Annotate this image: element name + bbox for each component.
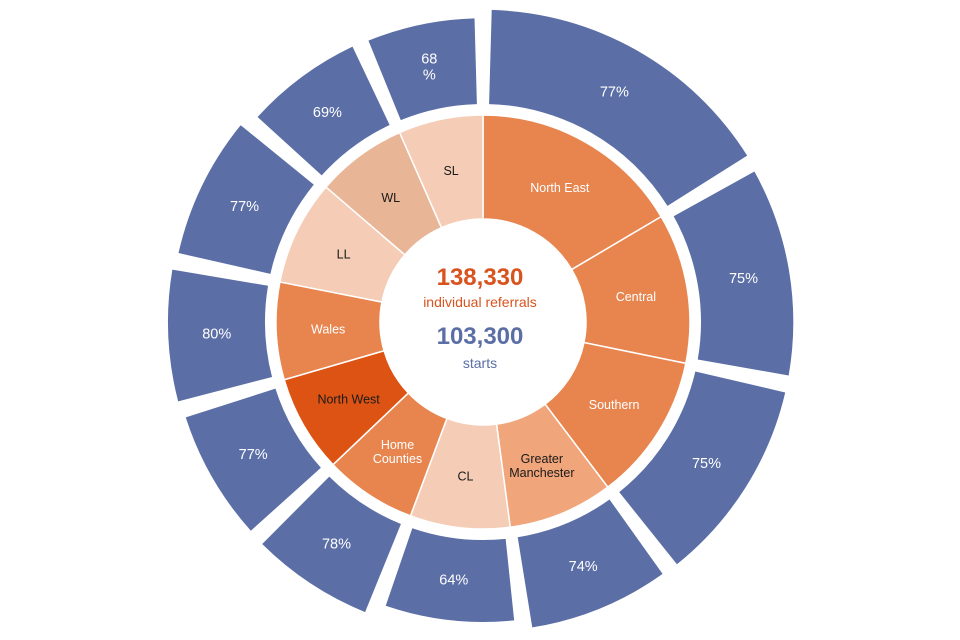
starts-total: 103,300: [436, 323, 524, 350]
rate-label-sl: 68%: [421, 52, 437, 84]
rate-label-central: 75%: [729, 271, 758, 287]
referrals-caption: individual referrals: [423, 294, 537, 310]
referrals-total: 138,330: [436, 264, 524, 291]
segment-label-wales: Wales: [311, 322, 345, 336]
rate-label-north-east: 77%: [600, 85, 629, 101]
rate-label-wl: 69%: [313, 105, 342, 121]
outer-segment-wales: [167, 269, 273, 402]
outer-segment-ll: [178, 125, 314, 274]
segment-label-sl: SL: [443, 164, 458, 178]
outer-segment-southern: [619, 371, 786, 565]
outer-segment-greater-manchester: [517, 499, 663, 628]
rate-label-ll: 77%: [230, 199, 259, 215]
center-hole: [380, 219, 586, 425]
outer-segment-cl: [385, 528, 515, 622]
outer-segment-central: [673, 171, 794, 376]
outer-segment-wl: [257, 46, 390, 176]
segment-label-north-east: North East: [530, 181, 590, 195]
starts-caption: starts: [462, 355, 498, 371]
rate-label-cl: 64%: [439, 572, 468, 588]
segment-label-ll: LL: [337, 248, 351, 262]
outer-segment-north-west: [185, 388, 321, 531]
segment-label-southern: Southern: [589, 398, 640, 412]
rate-label-north-west: 77%: [239, 447, 268, 463]
outer-segment-north-east: [489, 9, 748, 206]
rate-label-southern: 75%: [692, 456, 721, 472]
outer-segment-home-counties: [262, 476, 401, 613]
segment-label-central: Central: [616, 290, 656, 304]
segment-label-home-counties: Home Counties: [373, 438, 422, 466]
rate-label-home-counties: 78%: [322, 536, 351, 552]
segment-label-greater-manchester: Greater Manchester: [509, 452, 574, 480]
outer-segment-sl: [368, 18, 477, 121]
segment-label-cl: CL: [458, 470, 474, 484]
rate-label-wales: 80%: [202, 327, 231, 343]
rate-label-greater-manchester: 74%: [569, 559, 598, 575]
segment-label-wl: WL: [381, 191, 400, 205]
segment-label-north-west: North West: [317, 393, 380, 407]
